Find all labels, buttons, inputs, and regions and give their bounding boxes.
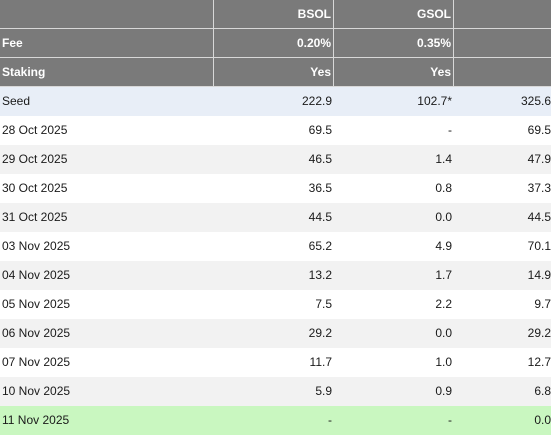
row-bsol: 7.5 <box>315 297 332 311</box>
column-header-bsol[interactable]: BSOL <box>214 0 334 29</box>
staking-total <box>454 58 551 87</box>
row-bsol: 29.2 <box>308 326 332 340</box>
row-gsol: 102.7* <box>417 94 452 108</box>
row-gsol: 0.8 <box>435 181 452 195</box>
row-bsol: 36.5 <box>308 181 332 195</box>
table-row: 04 Nov 2025 13.2 1.7 14.9 <box>0 261 551 290</box>
table-row: 03 Nov 2025 65.2 4.9 70.1 <box>0 232 551 261</box>
table-row: 10 Nov 2025 5.9 0.9 6.8 <box>0 377 551 406</box>
row-date: 11 Nov 2025 <box>2 413 70 427</box>
row-date: 04 Nov 2025 <box>2 268 71 282</box>
row-bsol: 11.7 <box>309 355 332 369</box>
row-date: 29 Oct 2025 <box>2 152 68 166</box>
table-row: 06 Nov 2025 29.2 0.0 29.2 <box>0 319 551 348</box>
row-total: 12.7 <box>527 355 551 369</box>
staking-label: Staking <box>0 58 214 87</box>
table-row: 29 Oct 2025 46.5 1.4 47.9 <box>0 145 551 174</box>
row-bsol: 44.5 <box>308 210 332 224</box>
table-row: 05 Nov 2025 7.5 2.2 9.7 <box>0 290 551 319</box>
staking-row: Staking Yes Yes <box>0 58 551 87</box>
row-total: 9.7 <box>534 297 551 311</box>
row-gsol: - <box>448 413 452 427</box>
row-date: 05 Nov 2025 <box>2 297 71 311</box>
row-total: 14.9 <box>527 268 551 282</box>
table-row-latest: 11 Nov 2025 - - 0.0 <box>0 406 551 435</box>
row-gsol: 4.9 <box>435 239 452 253</box>
row-total: 29.2 <box>527 326 551 340</box>
row-gsol: 1.0 <box>435 355 452 369</box>
row-total: 47.9 <box>527 152 551 166</box>
row-total: 70.1 <box>527 239 551 253</box>
table-row: 30 Oct 2025 36.5 0.8 37.3 <box>0 174 551 203</box>
staking-gsol: Yes <box>334 58 454 87</box>
row-total: 37.3 <box>527 181 551 195</box>
row-total: 69.5 <box>527 123 551 137</box>
row-total: 325.6 <box>520 94 551 108</box>
table-row: 31 Oct 2025 44.5 0.0 44.5 <box>0 203 551 232</box>
row-bsol: 222.9 <box>301 94 332 108</box>
column-header-total[interactable] <box>454 0 551 29</box>
row-gsol: 1.4 <box>435 152 452 166</box>
row-date: 30 Oct 2025 <box>2 181 68 195</box>
row-date: Seed <box>2 94 31 108</box>
row-gsol: 0.9 <box>435 384 452 398</box>
table-row: 07 Nov 2025 11.7 1.0 12.7 <box>0 348 551 377</box>
table-row: 28 Oct 2025 69.5 - 69.5 <box>0 116 551 145</box>
row-date: 31 Oct 2025 <box>2 210 68 224</box>
row-gsol: 1.7 <box>435 268 452 282</box>
row-date: 07 Nov 2025 <box>2 355 71 369</box>
row-date: 06 Nov 2025 <box>2 326 71 340</box>
row-total: 0.0 <box>534 413 551 427</box>
row-gsol: - <box>448 123 452 137</box>
row-gsol: 0.0 <box>435 210 452 224</box>
fee-row: Fee 0.20% 0.35% <box>0 29 551 58</box>
fee-total <box>454 29 551 58</box>
fee-label: Fee <box>0 29 214 58</box>
row-date: 03 Nov 2025 <box>2 239 71 253</box>
row-bsol: 46.5 <box>308 152 332 166</box>
row-bsol: 65.2 <box>308 239 332 253</box>
staking-bsol: Yes <box>214 58 334 87</box>
fee-gsol: 0.35% <box>334 29 454 58</box>
row-gsol: 2.2 <box>435 297 452 311</box>
row-bsol: 5.9 <box>315 384 332 398</box>
row-bsol: - <box>328 413 332 427</box>
column-header-gsol[interactable]: GSOL <box>334 0 454 29</box>
row-total: 44.5 <box>527 210 551 224</box>
row-bsol: 69.5 <box>308 123 332 137</box>
fee-bsol: 0.20% <box>214 29 334 58</box>
row-date: 28 Oct 2025 <box>2 123 68 137</box>
row-date: 10 Nov 2025 <box>2 384 71 398</box>
row-gsol: 0.0 <box>435 326 452 340</box>
row-bsol: 13.2 <box>308 268 332 282</box>
column-header-row: BSOL GSOL <box>0 0 551 29</box>
row-total: 6.8 <box>534 384 551 398</box>
table-row-seed: Seed 222.9 102.7* 325.6 <box>0 87 551 116</box>
column-header-date <box>0 0 214 29</box>
